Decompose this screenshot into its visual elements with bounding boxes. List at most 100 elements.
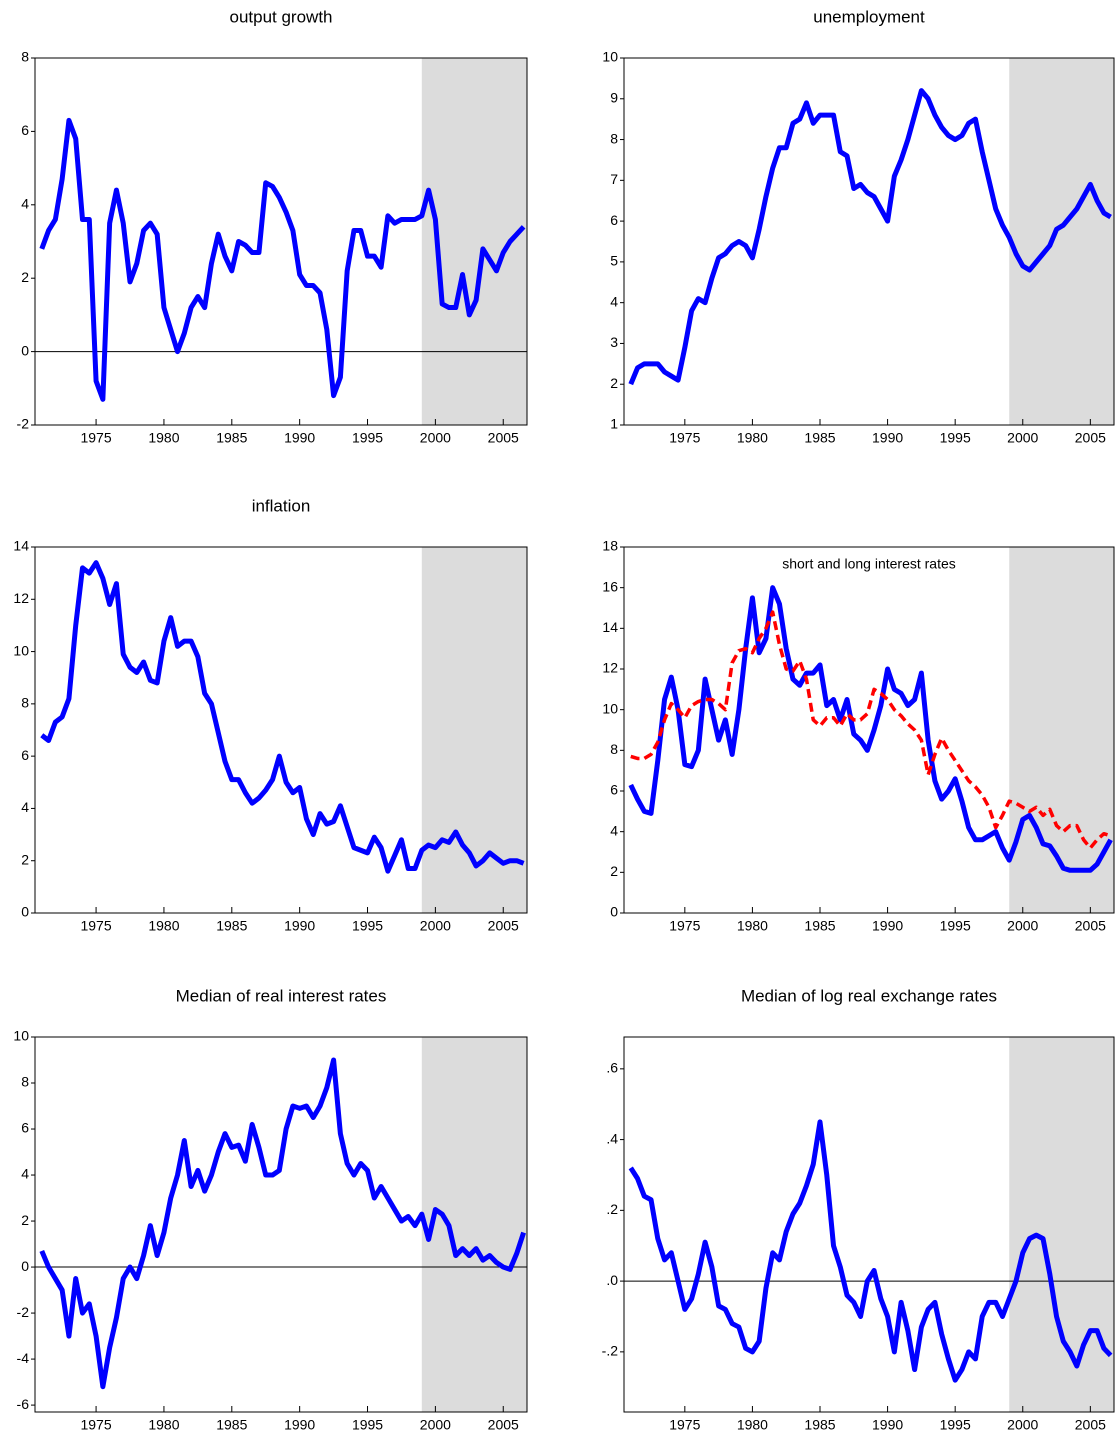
y-tick-label: -2 <box>17 1304 30 1320</box>
y-tick-label: 8 <box>21 695 29 711</box>
y-tick-label: -4 <box>17 1350 30 1366</box>
x-tick-label: 2000 <box>420 918 451 934</box>
chart-title: output growth <box>229 7 332 26</box>
y-tick-label: 8 <box>21 1074 29 1090</box>
forecast-shade <box>1009 547 1114 913</box>
x-tick-label: 2000 <box>1007 918 1038 934</box>
plot-frame <box>623 546 1115 914</box>
series-line <box>628 1119 1113 1383</box>
x-tick-label: 1980 <box>737 918 768 934</box>
x-tick-label: 1980 <box>737 1417 768 1433</box>
plot-frame <box>34 1036 528 1413</box>
forecast-shade <box>1009 58 1114 425</box>
y-tick-label: -2 <box>17 416 30 432</box>
y-tick-label: 8 <box>21 49 29 65</box>
forecast-shade <box>421 1037 527 1412</box>
chart-title: unemployment <box>813 7 925 26</box>
y-tick-label: 0 <box>610 904 618 920</box>
y-tick-label: 2 <box>21 851 29 867</box>
x-tick-label: 1975 <box>80 918 111 934</box>
x-tick-label: 1995 <box>352 1417 383 1433</box>
x-tick-label: 1990 <box>284 430 315 446</box>
x-tick-label: 1980 <box>737 430 768 446</box>
y-tick-label: 6 <box>21 747 29 763</box>
chart-title: inflation <box>252 496 311 515</box>
chart-title: Median of real interest rates <box>176 986 387 1005</box>
x-tick-label: 1990 <box>872 430 903 446</box>
x-tick-label: 2000 <box>1007 1417 1038 1433</box>
y-tick-label: .2 <box>606 1201 618 1217</box>
x-tick-label: 2000 <box>1007 430 1038 446</box>
x-tick-label: 2005 <box>488 1417 519 1433</box>
y-tick-label: 4 <box>610 293 618 309</box>
y-tick-label: 8 <box>610 741 618 757</box>
plot-frame <box>34 57 528 426</box>
y-tick-label: 5 <box>610 253 618 269</box>
x-tick-label: 1975 <box>80 430 111 446</box>
chart-title: short and long interest rates <box>782 556 956 572</box>
x-tick-label: 1995 <box>352 430 383 446</box>
x-tick-label: 1985 <box>216 1417 247 1433</box>
plot-frame <box>34 546 528 914</box>
series-line <box>630 610 1112 850</box>
x-tick-label: 1985 <box>804 430 835 446</box>
forecast-shade <box>421 547 527 913</box>
y-tick-label: 14 <box>13 538 29 554</box>
y-tick-label: 4 <box>21 1166 29 1182</box>
y-tick-label: .0 <box>606 1272 618 1288</box>
x-tick-label: 1995 <box>940 1417 971 1433</box>
y-tick-label: 12 <box>602 660 618 676</box>
x-tick-label: 1980 <box>148 430 179 446</box>
y-tick-label: 12 <box>13 590 29 606</box>
y-tick-label: 18 <box>602 538 618 554</box>
x-tick-label: 1995 <box>352 918 383 934</box>
series-line <box>39 117 526 402</box>
x-tick-label: 1990 <box>284 918 315 934</box>
y-tick-label: 10 <box>602 49 618 65</box>
y-tick-label: 9 <box>610 89 618 105</box>
x-tick-label: 2005 <box>488 918 519 934</box>
x-tick-label: 2005 <box>1075 918 1106 934</box>
x-tick-label: 1995 <box>940 430 971 446</box>
y-tick-label: 0 <box>21 1258 29 1274</box>
y-tick-label: 7 <box>610 171 618 187</box>
y-tick-label: .4 <box>606 1130 618 1146</box>
y-tick-label: 2 <box>610 375 618 391</box>
y-tick-label: 4 <box>21 196 29 212</box>
x-tick-label: 1985 <box>216 430 247 446</box>
series-line <box>628 88 1112 386</box>
series-line <box>39 1057 526 1390</box>
x-tick-label: 1975 <box>669 918 700 934</box>
y-tick-label: 1 <box>610 416 618 432</box>
y-tick-label: 10 <box>13 642 29 658</box>
y-tick-label: 4 <box>21 799 29 815</box>
plot-frame <box>623 57 1115 426</box>
y-tick-label: 2 <box>21 1212 29 1228</box>
y-tick-label: 6 <box>21 1120 29 1136</box>
series-line <box>40 560 525 874</box>
y-tick-label: 4 <box>610 822 618 838</box>
x-tick-label: 1990 <box>284 1417 315 1433</box>
y-tick-label: 2 <box>21 269 29 285</box>
x-tick-label: 1975 <box>669 1417 700 1433</box>
x-tick-label: 1990 <box>872 918 903 934</box>
chart-title: Median of log real exchange rates <box>741 986 997 1005</box>
y-tick-label: 6 <box>610 782 618 798</box>
y-tick-label: 0 <box>21 342 29 358</box>
y-tick-label: -.2 <box>602 1343 619 1359</box>
series-line <box>628 585 1113 873</box>
x-tick-label: 2005 <box>488 430 519 446</box>
y-tick-label: 6 <box>610 212 618 228</box>
x-tick-label: 2005 <box>1075 430 1106 446</box>
y-tick-label: 14 <box>602 619 618 635</box>
y-tick-label: 8 <box>610 130 618 146</box>
x-tick-label: 1975 <box>669 430 700 446</box>
x-tick-label: 2000 <box>420 430 451 446</box>
x-tick-label: 1980 <box>148 918 179 934</box>
x-tick-label: 1980 <box>148 1417 179 1433</box>
x-tick-label: 1985 <box>216 918 247 934</box>
y-tick-label: 0 <box>21 904 29 920</box>
y-tick-label: .6 <box>606 1060 618 1076</box>
y-tick-label: 6 <box>21 122 29 138</box>
